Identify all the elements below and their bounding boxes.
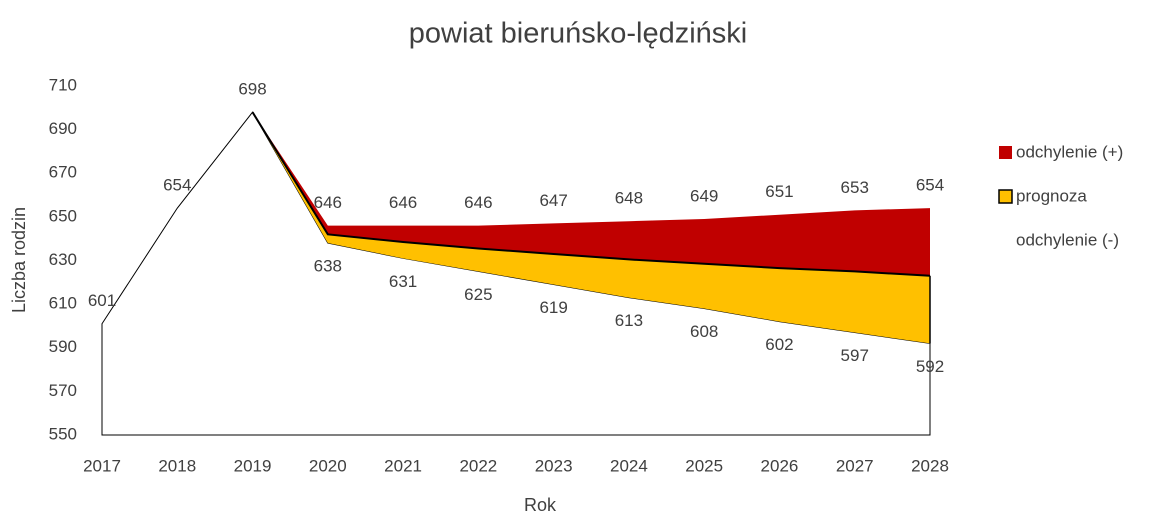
legend-swatch xyxy=(999,146,1012,159)
y-tick-label: 690 xyxy=(49,119,77,138)
data-label: 613 xyxy=(615,311,643,330)
x-tick-label: 2028 xyxy=(911,456,949,475)
y-tick-label: 670 xyxy=(49,163,77,182)
y-tick-label: 550 xyxy=(49,424,77,443)
legend-label: prognoza xyxy=(1016,186,1087,205)
x-tick-label: 2024 xyxy=(610,456,648,475)
data-label: 625 xyxy=(464,285,492,304)
area-band xyxy=(177,112,931,344)
data-label: 646 xyxy=(314,193,342,212)
data-label: 654 xyxy=(916,176,944,195)
data-label: 631 xyxy=(389,272,417,291)
data-label: 698 xyxy=(238,80,266,99)
data-label: 592 xyxy=(916,357,944,376)
y-tick-label: 630 xyxy=(49,250,77,269)
data-label: 638 xyxy=(314,257,342,276)
data-label: 648 xyxy=(615,189,643,208)
x-axis-label: Rok xyxy=(524,495,557,515)
x-tick-label: 2023 xyxy=(535,456,573,475)
y-axis-label: Liczba rodzin xyxy=(9,207,29,313)
y-tick-label: 570 xyxy=(49,381,77,400)
legend-swatch xyxy=(998,189,1013,204)
data-label: 649 xyxy=(690,187,718,206)
data-label: 601 xyxy=(88,291,116,310)
data-label: 647 xyxy=(539,191,567,210)
data-label: 602 xyxy=(765,335,793,354)
y-tick-label: 590 xyxy=(49,337,77,356)
data-label: 646 xyxy=(389,193,417,212)
legend-label: odchylenie (-) xyxy=(1016,230,1119,249)
data-label: 619 xyxy=(539,298,567,317)
data-label: 654 xyxy=(163,176,191,195)
x-tick-label: 2027 xyxy=(836,456,874,475)
data-label: 597 xyxy=(841,346,869,365)
x-tick-label: 2026 xyxy=(761,456,799,475)
y-tick-label: 710 xyxy=(49,75,77,94)
x-tick-label: 2018 xyxy=(158,456,196,475)
y-tick-label: 610 xyxy=(49,294,77,313)
y-tick-label: 650 xyxy=(49,206,77,225)
x-tick-label: 2022 xyxy=(459,456,497,475)
x-tick-label: 2017 xyxy=(83,456,121,475)
x-tick-label: 2019 xyxy=(234,456,272,475)
data-label: 653 xyxy=(841,178,869,197)
data-label: 646 xyxy=(464,193,492,212)
x-tick-label: 2021 xyxy=(384,456,422,475)
forecast-line xyxy=(251,111,931,277)
data-label: 608 xyxy=(690,322,718,341)
x-tick-label: 2020 xyxy=(309,456,347,475)
area-band xyxy=(252,112,930,276)
x-tick-label: 2025 xyxy=(685,456,723,475)
chart-title: powiat bieruńsko-lędziński xyxy=(409,18,748,50)
data-label: 651 xyxy=(765,182,793,201)
legend-label: odchylenie (+) xyxy=(1016,142,1123,161)
